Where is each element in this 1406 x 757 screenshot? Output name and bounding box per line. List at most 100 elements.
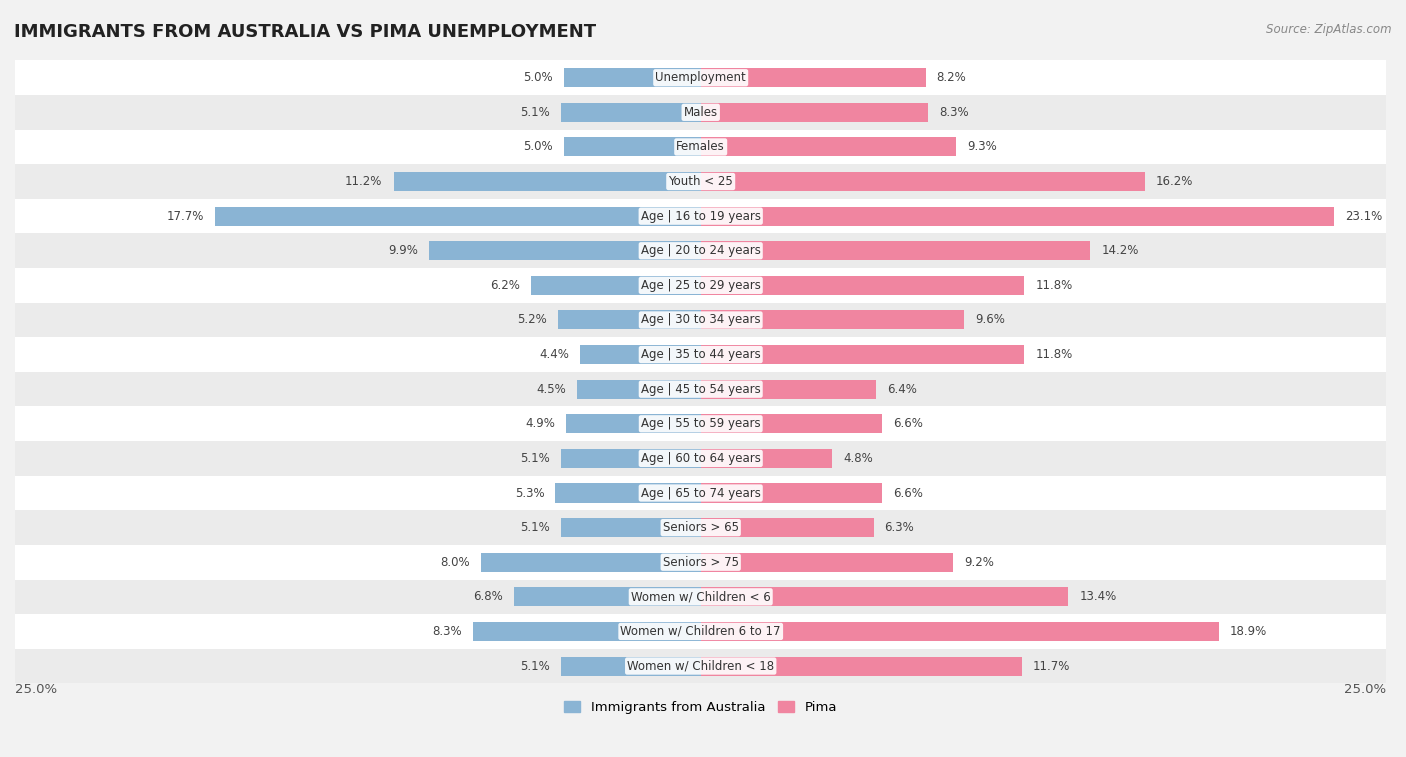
Text: IMMIGRANTS FROM AUSTRALIA VS PIMA UNEMPLOYMENT: IMMIGRANTS FROM AUSTRALIA VS PIMA UNEMPL…	[14, 23, 596, 41]
Text: 4.5%: 4.5%	[537, 383, 567, 396]
Bar	[215, 207, 700, 226]
Text: 5.2%: 5.2%	[517, 313, 547, 326]
Bar	[15, 129, 1386, 164]
Text: 16.2%: 16.2%	[1156, 175, 1194, 188]
Text: 17.7%: 17.7%	[167, 210, 204, 223]
Text: 6.2%: 6.2%	[489, 279, 520, 292]
Text: 4.8%: 4.8%	[844, 452, 873, 465]
Bar	[567, 414, 700, 433]
Bar	[561, 449, 700, 468]
Bar	[15, 164, 1386, 199]
Bar	[394, 172, 700, 191]
Text: 5.1%: 5.1%	[520, 521, 550, 534]
Bar	[15, 649, 1386, 684]
Text: Age | 35 to 44 years: Age | 35 to 44 years	[641, 348, 761, 361]
Text: 8.3%: 8.3%	[939, 106, 969, 119]
Bar	[15, 199, 1386, 233]
Bar	[15, 407, 1386, 441]
Text: Age | 25 to 29 years: Age | 25 to 29 years	[641, 279, 761, 292]
Bar	[15, 545, 1386, 580]
Text: Source: ZipAtlas.com: Source: ZipAtlas.com	[1267, 23, 1392, 36]
Text: 25.0%: 25.0%	[1344, 684, 1386, 696]
Bar	[700, 622, 1219, 641]
Text: 6.4%: 6.4%	[887, 383, 917, 396]
Bar	[15, 61, 1386, 95]
Bar	[700, 207, 1334, 226]
Bar	[515, 587, 700, 606]
Bar	[700, 345, 1025, 364]
Bar	[700, 518, 873, 537]
Text: 5.1%: 5.1%	[520, 106, 550, 119]
Text: 11.7%: 11.7%	[1032, 659, 1070, 672]
Bar	[700, 380, 876, 399]
Bar	[15, 95, 1386, 129]
Bar	[15, 441, 1386, 475]
Bar	[700, 656, 1022, 675]
Text: Age | 45 to 54 years: Age | 45 to 54 years	[641, 383, 761, 396]
Text: 6.8%: 6.8%	[474, 590, 503, 603]
Text: 4.9%: 4.9%	[526, 417, 555, 430]
Text: 5.3%: 5.3%	[515, 487, 544, 500]
Text: Women w/ Children < 18: Women w/ Children < 18	[627, 659, 775, 672]
Text: 8.0%: 8.0%	[440, 556, 471, 569]
Bar	[15, 614, 1386, 649]
Text: 14.2%: 14.2%	[1101, 245, 1139, 257]
Text: 13.4%: 13.4%	[1080, 590, 1116, 603]
Bar	[558, 310, 700, 329]
Text: 9.9%: 9.9%	[388, 245, 418, 257]
Text: 5.1%: 5.1%	[520, 452, 550, 465]
Text: 6.3%: 6.3%	[884, 521, 914, 534]
Text: 6.6%: 6.6%	[893, 417, 922, 430]
Bar	[581, 345, 700, 364]
Text: 9.2%: 9.2%	[965, 556, 994, 569]
Text: Seniors > 65: Seniors > 65	[662, 521, 738, 534]
Text: Age | 20 to 24 years: Age | 20 to 24 years	[641, 245, 761, 257]
Text: Age | 30 to 34 years: Age | 30 to 34 years	[641, 313, 761, 326]
Bar	[561, 518, 700, 537]
Bar	[15, 475, 1386, 510]
Text: 25.0%: 25.0%	[15, 684, 58, 696]
Text: Women w/ Children 6 to 17: Women w/ Children 6 to 17	[620, 625, 780, 638]
Bar	[700, 138, 956, 157]
Bar	[700, 414, 882, 433]
Bar	[15, 303, 1386, 338]
Text: 9.3%: 9.3%	[967, 141, 997, 154]
Bar	[700, 103, 928, 122]
Text: 11.2%: 11.2%	[344, 175, 382, 188]
Bar	[700, 484, 882, 503]
Bar	[700, 449, 832, 468]
Text: 9.6%: 9.6%	[974, 313, 1005, 326]
Text: 8.2%: 8.2%	[936, 71, 966, 84]
Bar	[700, 276, 1025, 295]
Text: Unemployment: Unemployment	[655, 71, 747, 84]
Bar	[15, 372, 1386, 407]
Text: Age | 16 to 19 years: Age | 16 to 19 years	[641, 210, 761, 223]
Bar	[564, 68, 700, 87]
Text: Seniors > 75: Seniors > 75	[662, 556, 738, 569]
Text: Males: Males	[683, 106, 718, 119]
Text: 8.3%: 8.3%	[433, 625, 463, 638]
Bar	[429, 241, 700, 260]
Bar	[15, 338, 1386, 372]
Bar	[555, 484, 700, 503]
Bar	[15, 580, 1386, 614]
Bar	[700, 310, 965, 329]
Text: 23.1%: 23.1%	[1346, 210, 1382, 223]
Text: Age | 60 to 64 years: Age | 60 to 64 years	[641, 452, 761, 465]
Bar	[530, 276, 700, 295]
Text: Youth < 25: Youth < 25	[668, 175, 733, 188]
Bar	[481, 553, 700, 572]
Text: Age | 55 to 59 years: Age | 55 to 59 years	[641, 417, 761, 430]
Text: 6.6%: 6.6%	[893, 487, 922, 500]
Text: 11.8%: 11.8%	[1035, 348, 1073, 361]
Bar	[561, 103, 700, 122]
Bar	[700, 587, 1069, 606]
Text: 5.0%: 5.0%	[523, 71, 553, 84]
Bar	[561, 656, 700, 675]
Text: 11.8%: 11.8%	[1035, 279, 1073, 292]
Bar	[700, 68, 925, 87]
Text: Women w/ Children < 6: Women w/ Children < 6	[631, 590, 770, 603]
Text: 5.1%: 5.1%	[520, 659, 550, 672]
Text: Age | 65 to 74 years: Age | 65 to 74 years	[641, 487, 761, 500]
Text: 4.4%: 4.4%	[538, 348, 569, 361]
